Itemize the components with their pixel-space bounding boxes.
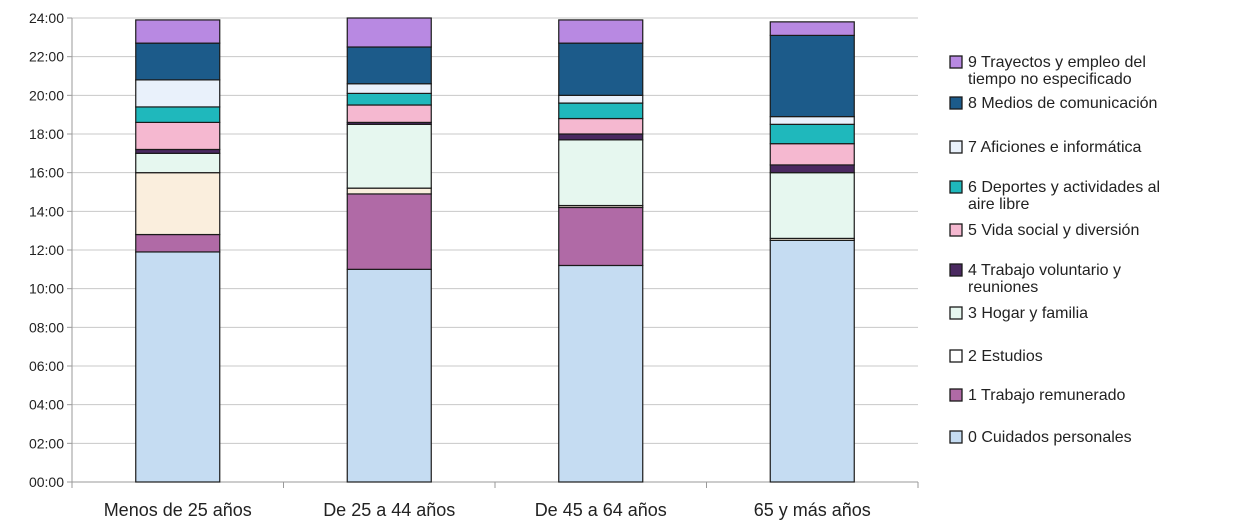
legend-label: 3 Hogar y familia xyxy=(968,305,1088,322)
bar-segment xyxy=(558,264,644,483)
x-category-label: De 25 a 44 años xyxy=(323,500,455,520)
bar-segment xyxy=(769,172,855,240)
x-category-label: Menos de 25 años xyxy=(104,500,252,520)
bar-segment xyxy=(558,102,644,120)
bar-segment xyxy=(346,92,432,106)
bar-segment xyxy=(769,115,855,125)
y-tick-label: 08:00 xyxy=(29,319,64,335)
y-tick-label: 02:00 xyxy=(29,435,64,451)
y-tick-labels: 00:00 02:00 04:00 06:00 08:00 10:00 12:00 14:00… xyxy=(29,10,64,490)
legend-label: aire libre xyxy=(968,196,1029,213)
bar-segment xyxy=(558,139,644,207)
legend-label: tiempo no especificado xyxy=(968,71,1132,88)
y-tick-label: 12:00 xyxy=(29,242,64,258)
legend-label: 4 Trabajo voluntario y xyxy=(968,262,1121,279)
legend-swatch xyxy=(949,430,963,444)
legend-swatch xyxy=(949,388,963,402)
bar-segment xyxy=(346,268,432,483)
legend-label: 0 Cuidados personales xyxy=(968,429,1132,446)
bar-segment xyxy=(346,104,432,123)
x-category-label: 65 y más años xyxy=(754,500,871,520)
bar-segment xyxy=(346,46,432,85)
bar-segment xyxy=(135,106,221,124)
legend-label: 8 Medios de comunicación xyxy=(968,95,1157,112)
bar-segment xyxy=(135,19,221,44)
y-tick-label: 06:00 xyxy=(29,358,64,374)
bar-segment xyxy=(346,193,432,270)
bar-segment xyxy=(346,83,432,94)
y-tick-label: 16:00 xyxy=(29,165,64,181)
bar-segment xyxy=(558,94,644,104)
y-tick-label: 22:00 xyxy=(29,49,64,65)
legend-label: 7 Aficiones e informática xyxy=(968,139,1142,156)
bar-segment xyxy=(135,42,221,81)
bar-segment xyxy=(769,34,855,118)
legend-label: 1 Trabajo remunerado xyxy=(968,387,1126,404)
legend-label: 9 Trayectos y empleo del xyxy=(968,54,1146,71)
bar-segment xyxy=(769,164,855,174)
bar-segment xyxy=(558,206,644,267)
legend-swatch xyxy=(949,349,963,363)
bar-segment xyxy=(769,123,855,145)
bar-segment xyxy=(346,187,432,195)
y-tick-label: 20:00 xyxy=(29,87,64,103)
legend-label: reuniones xyxy=(968,279,1038,296)
bar-segment xyxy=(135,152,221,174)
legend-swatch xyxy=(949,180,963,194)
bar-segment xyxy=(135,79,221,108)
legend-swatch xyxy=(949,96,963,110)
bar-segment xyxy=(558,19,644,44)
y-tick-label: 24:00 xyxy=(29,10,64,26)
bar-segment xyxy=(558,117,644,135)
legend-label: 5 Vida social y diversión xyxy=(968,222,1139,239)
y-tick-label: 00:00 xyxy=(29,474,64,490)
legend-swatch xyxy=(949,306,963,320)
legend-label: 6 Deportes y actividades al xyxy=(968,179,1160,196)
legend-swatch xyxy=(949,140,963,154)
bar-segment xyxy=(558,133,644,141)
legend-swatch xyxy=(949,223,963,237)
bar-segment xyxy=(769,239,855,483)
bar-segment xyxy=(769,143,855,166)
bar-segment xyxy=(346,17,432,48)
bar-segment xyxy=(135,251,221,483)
bar-segment xyxy=(346,123,432,189)
bars xyxy=(135,17,855,483)
y-tick-label: 04:00 xyxy=(29,397,64,413)
bar-segment xyxy=(135,121,221,151)
y-tick-label: 14:00 xyxy=(29,203,64,219)
bar-segment xyxy=(135,233,221,253)
legend-swatch xyxy=(949,263,963,277)
bar-segment xyxy=(135,172,221,236)
bar-segment xyxy=(558,42,644,96)
legend-label: 2 Estudios xyxy=(968,348,1043,365)
x-category-label: De 45 a 64 años xyxy=(535,500,667,520)
y-tick-label: 10:00 xyxy=(29,281,64,297)
x-category-labels: Menos de 25 años De 25 a 44 años De 45 a 6… xyxy=(104,500,871,520)
legend-swatch xyxy=(949,55,963,69)
bar-segment xyxy=(769,21,855,36)
y-tick-label: 18:00 xyxy=(29,126,64,142)
